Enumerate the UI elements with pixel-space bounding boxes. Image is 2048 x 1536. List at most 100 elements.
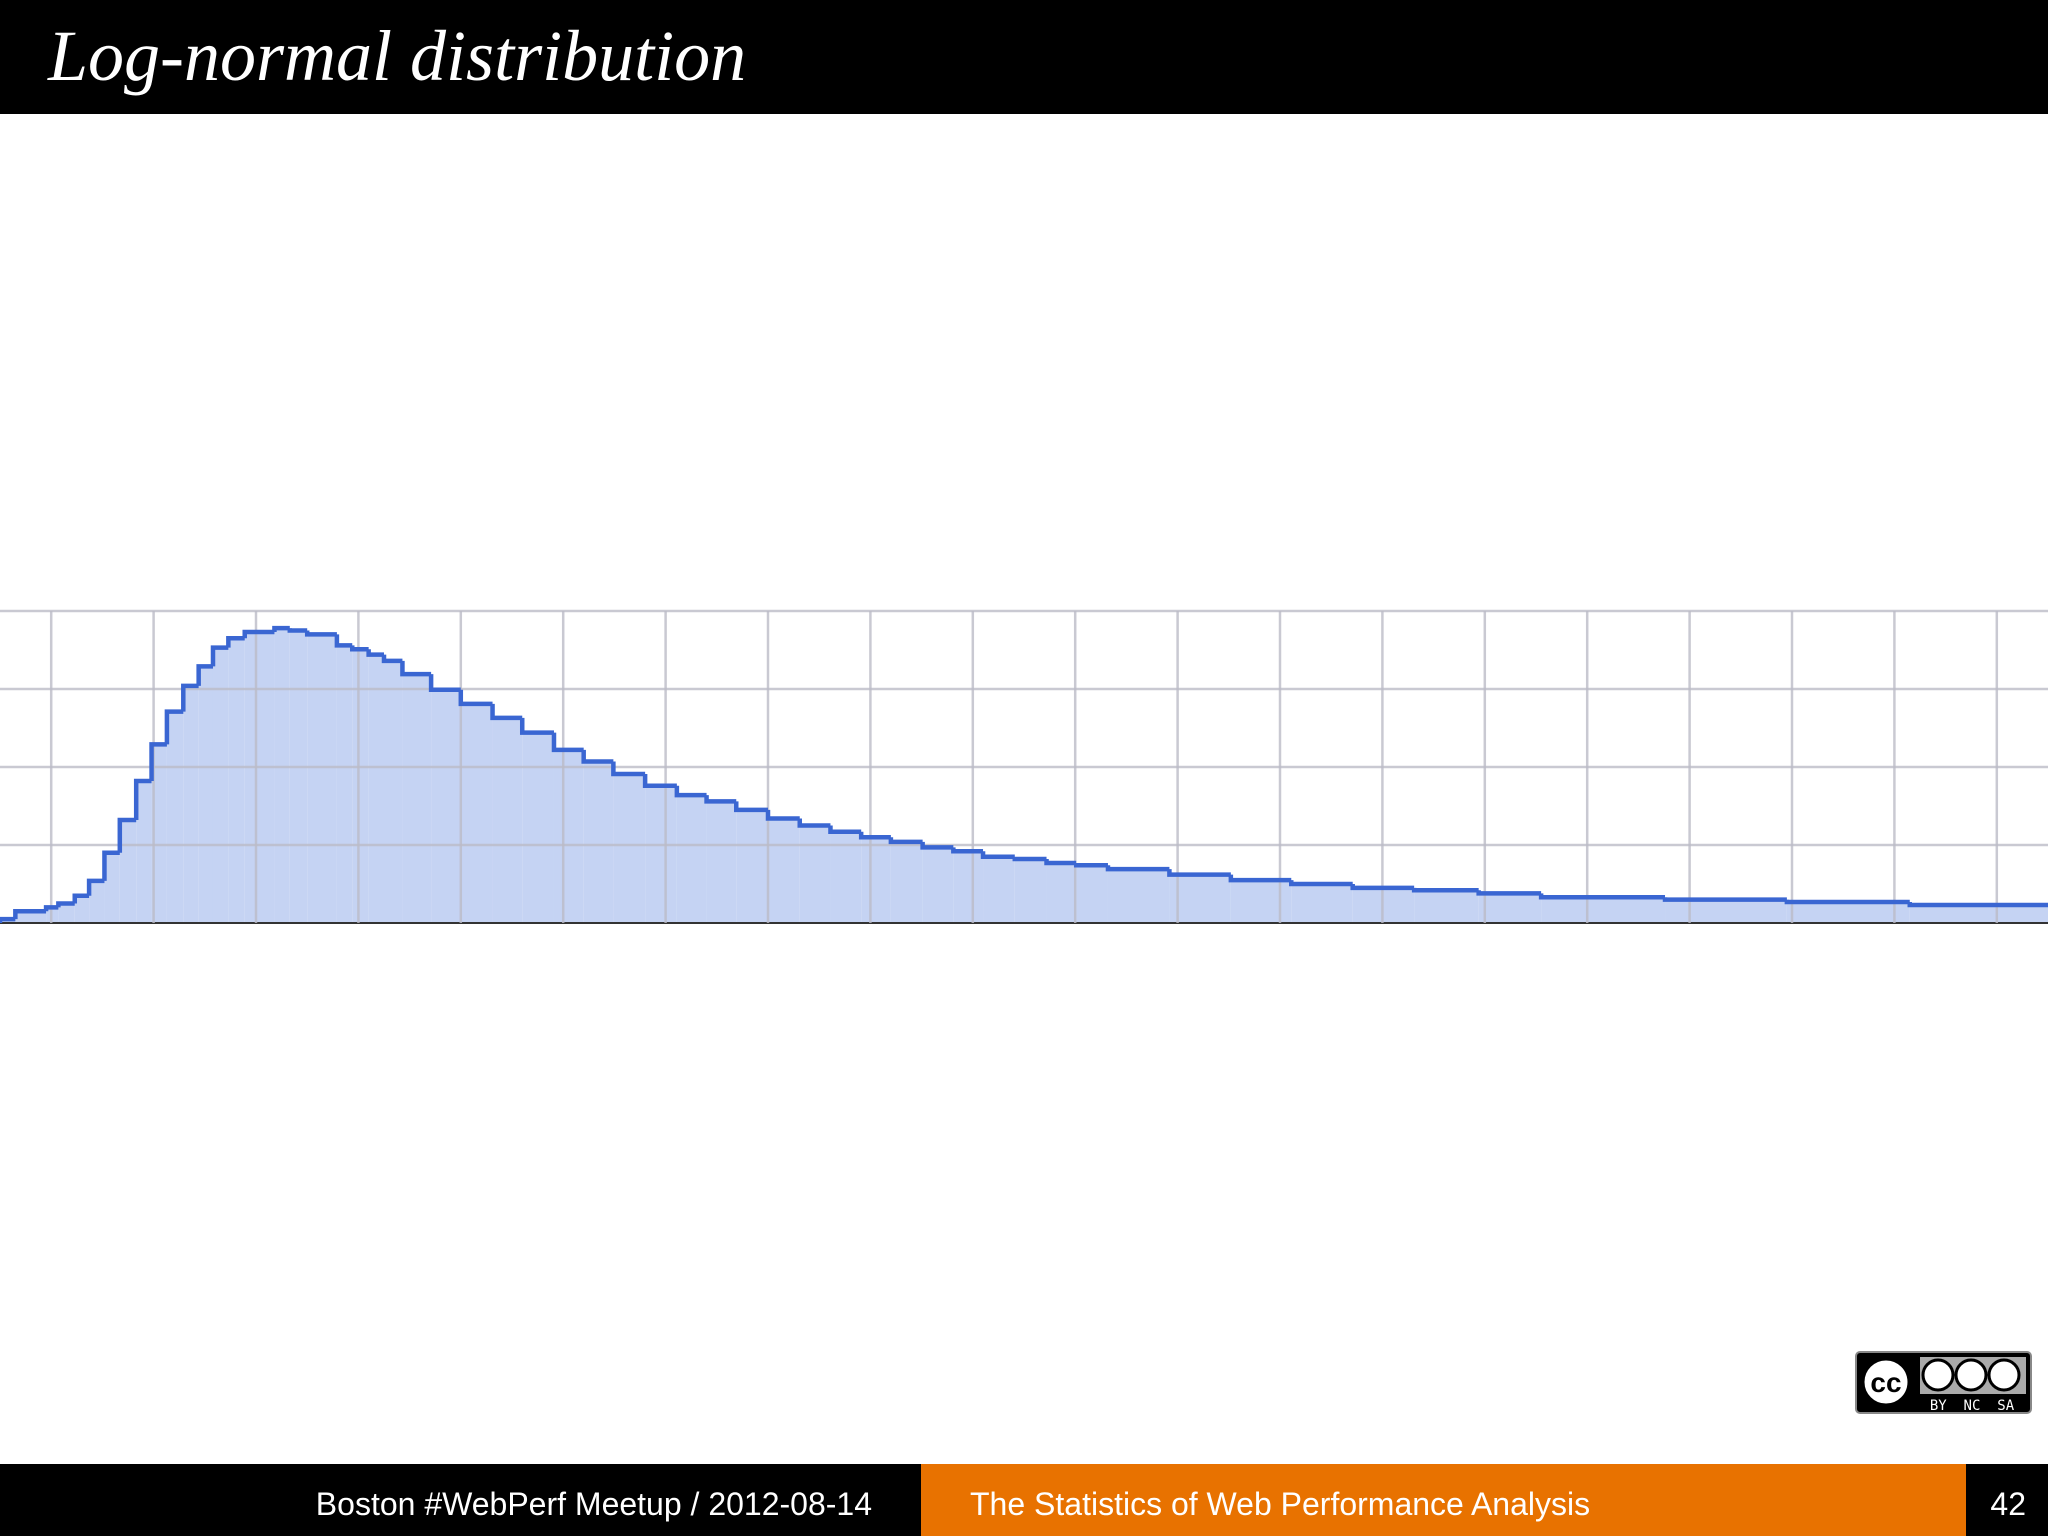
step-line	[242, 629, 275, 639]
bar	[1076, 865, 1108, 923]
bar	[274, 628, 290, 923]
bar	[1909, 905, 2048, 923]
step-line	[72, 893, 90, 904]
bar	[861, 837, 891, 923]
bar	[15, 911, 47, 923]
step-line	[428, 674, 461, 693]
title-bar	[0, 0, 2048, 114]
step-line	[133, 778, 152, 821]
step-line	[149, 742, 167, 782]
bar	[384, 660, 403, 923]
bar	[583, 761, 614, 923]
bar	[492, 717, 523, 923]
step-line	[920, 841, 954, 850]
step-line	[458, 689, 493, 707]
step-line	[581, 749, 614, 764]
bar	[1786, 901, 1910, 923]
step-line	[704, 795, 737, 804]
bar	[1169, 874, 1231, 923]
footer-left	[0, 1464, 921, 1536]
bar	[89, 880, 105, 923]
step-line	[102, 850, 120, 881]
bar	[336, 645, 353, 923]
bar	[645, 785, 677, 923]
bar	[460, 703, 493, 923]
license-badge: cc BY NC SA	[1855, 1351, 2032, 1414]
step-line	[196, 664, 213, 686]
bar	[368, 654, 384, 923]
step-line	[56, 901, 75, 908]
bar	[953, 851, 984, 923]
cc-text: cc	[1870, 1367, 1901, 1398]
footer-talk: The Statistics of Web Performance Analys…	[970, 1486, 1590, 1522]
step-line	[1784, 899, 1910, 905]
step-line	[181, 683, 199, 712]
step-line	[490, 703, 523, 721]
step-line	[164, 709, 184, 745]
bar	[706, 801, 737, 923]
step-line	[287, 628, 308, 633]
license-terms: BY NC SA	[1930, 1398, 2015, 1414]
bar	[212, 647, 229, 923]
step-line	[43, 905, 59, 912]
bar	[1291, 884, 1353, 923]
step-line	[1167, 869, 1231, 877]
step-line	[1012, 856, 1047, 862]
step-line	[1538, 893, 1666, 900]
step-line	[642, 774, 677, 788]
step-line	[350, 645, 369, 652]
step-line	[980, 851, 1015, 859]
step-line	[400, 660, 432, 677]
bar	[736, 809, 768, 923]
step-line	[1476, 890, 1542, 896]
bar	[244, 632, 275, 923]
step-line	[734, 801, 768, 813]
bar	[289, 630, 308, 923]
bar	[522, 732, 554, 923]
step-line	[519, 717, 554, 735]
bar	[1665, 899, 1787, 923]
step-line	[797, 818, 831, 828]
chart	[0, 609, 2048, 924]
bar	[74, 895, 90, 923]
bar	[613, 774, 646, 923]
step-line	[1907, 901, 2048, 908]
step-line	[888, 837, 923, 845]
bar	[1046, 862, 1077, 923]
bar	[768, 818, 800, 923]
footer-right	[1966, 1464, 2048, 1536]
step-line	[1105, 865, 1170, 872]
bar	[1107, 869, 1170, 923]
step-line	[381, 654, 403, 664]
bar	[1014, 859, 1047, 923]
bar	[307, 634, 337, 923]
bar	[1414, 890, 1479, 923]
step-line	[551, 732, 584, 753]
footer-event: Boston #WebPerf Meetup / 2012-08-14	[316, 1486, 872, 1522]
step-line	[1073, 862, 1108, 868]
step-line	[117, 817, 137, 853]
bar	[136, 781, 152, 923]
bar	[151, 744, 167, 923]
bar	[983, 856, 1015, 923]
step-line	[674, 785, 707, 798]
step-line	[765, 809, 800, 821]
slide-title: Log-normal distribution	[47, 16, 746, 96]
bar	[890, 841, 923, 923]
step-line	[1289, 880, 1353, 887]
bar	[1230, 880, 1292, 923]
step-line	[0, 916, 16, 923]
bar	[119, 820, 137, 923]
bar	[553, 749, 584, 923]
bar	[104, 852, 120, 923]
bar	[166, 711, 184, 923]
bar	[228, 638, 245, 923]
footer-middle	[921, 1464, 1966, 1536]
page-number: 42	[1990, 1486, 2026, 1522]
step-line	[304, 630, 337, 637]
step-line	[858, 831, 891, 840]
bar	[1541, 897, 1666, 923]
step-line	[1350, 884, 1415, 891]
step-line	[334, 634, 353, 648]
